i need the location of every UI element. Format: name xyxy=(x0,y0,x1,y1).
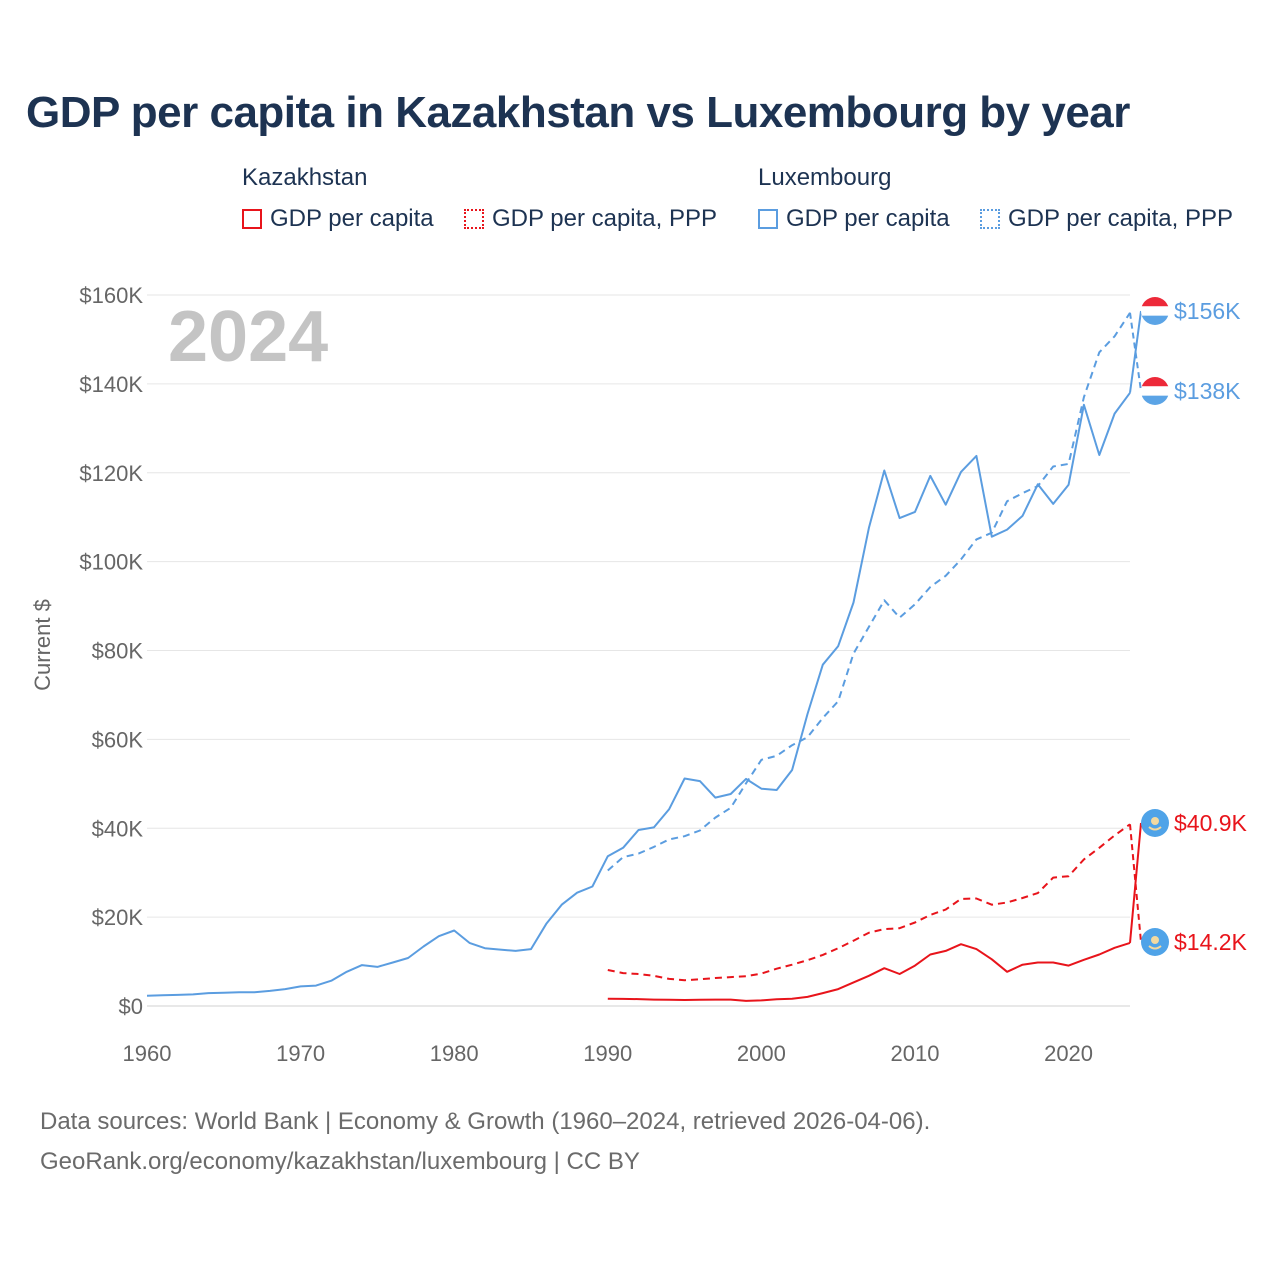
end-value-label: $14.2K xyxy=(1174,929,1248,955)
source-line-1: Data sources: World Bank | Economy & Gro… xyxy=(40,1108,931,1135)
series-line-luxembourg-ppp[interactable] xyxy=(607,312,1131,872)
end-value-label: $156K xyxy=(1174,298,1241,324)
legend-item-kazakhstan-gdp-ppp[interactable]: GDP per capita, PPP xyxy=(464,205,717,233)
legend-item-luxembourg-gdp[interactable]: GDP per capita xyxy=(758,205,950,233)
legend-item-luxembourg-gdp-ppp[interactable]: GDP per capita, PPP xyxy=(980,205,1233,233)
x-tick-label: 2000 xyxy=(737,1041,786,1066)
y-tick-label: $40K xyxy=(92,816,144,841)
y-tick-label: $20K xyxy=(92,905,144,930)
luxembourg-flag-icon xyxy=(1141,377,1169,405)
luxembourg-flag-icon xyxy=(1141,297,1169,325)
x-tick-label: 2010 xyxy=(890,1041,939,1066)
kazakhstan-flag-icon xyxy=(1141,928,1169,956)
x-tick-labels: 1960 1970 1980 1990 2000 2010 2020 xyxy=(123,1041,1094,1066)
year-label: 2024 xyxy=(168,297,328,377)
legend-swatch-solid xyxy=(758,209,778,229)
y-tick-label: $120K xyxy=(79,461,143,486)
chart-title: GDP per capita in Kazakhstan vs Luxembou… xyxy=(26,88,1130,137)
kazakhstan-flag-icon xyxy=(1141,809,1169,837)
source-line-2[interactable]: GeoRank.org/economy/kazakhstan/luxembour… xyxy=(40,1148,640,1175)
grid-lines xyxy=(147,294,1130,1007)
legend-label: GDP per capita xyxy=(786,205,950,232)
end-connector xyxy=(1129,822,1142,943)
line-chart: $0 $20K $40K $60K $80K $100K $120K $140K $160K 1… xyxy=(30,283,1248,1066)
y-axis-label: Current $ xyxy=(30,599,55,691)
x-tick-label: 1990 xyxy=(583,1041,632,1066)
y-tick-labels: $0 $20K $40K $60K $80K $100K $120K $140K $160K xyxy=(79,283,143,1019)
y-tick-label: $60K xyxy=(92,727,144,752)
end-value-label: $138K xyxy=(1174,378,1241,404)
legend-item-kazakhstan-gdp[interactable]: GDP per capita xyxy=(242,205,434,233)
y-tick-label: $80K xyxy=(92,639,144,664)
end-connector xyxy=(1129,312,1142,392)
x-tick-label: 1960 xyxy=(123,1041,172,1066)
legend-group-luxembourg: Luxembourg xyxy=(758,164,892,191)
y-tick-label: $0 xyxy=(119,994,143,1019)
series-line-kazakhstan-ppp[interactable] xyxy=(607,823,1131,982)
legend-label: GDP per capita, PPP xyxy=(492,205,717,232)
legend-group-kazakhstan: Kazakhstan xyxy=(242,164,368,191)
legend-swatch-dotted xyxy=(980,209,1000,229)
x-tick-label: 1980 xyxy=(430,1041,479,1066)
x-tick-label: 2020 xyxy=(1044,1041,1093,1066)
series-lines xyxy=(146,312,1131,1002)
y-tick-label: $140K xyxy=(79,372,143,397)
legend-label: GDP per capita xyxy=(270,205,434,232)
end-connector xyxy=(1129,310,1142,393)
series-line-kazakhstan[interactable] xyxy=(607,941,1131,1002)
legend-swatch-dotted xyxy=(464,209,484,229)
legend-swatch-solid xyxy=(242,209,262,229)
end-value-label: $40.9K xyxy=(1174,810,1248,836)
series-line-luxembourg[interactable] xyxy=(146,392,1131,997)
y-tick-label: $100K xyxy=(79,550,143,575)
x-tick-label: 1970 xyxy=(276,1041,325,1066)
legend-label: GDP per capita, PPP xyxy=(1008,205,1233,232)
end-markers: $156K $138K $40.9K $14.2K xyxy=(1129,297,1248,956)
y-tick-label: $160K xyxy=(79,283,143,308)
